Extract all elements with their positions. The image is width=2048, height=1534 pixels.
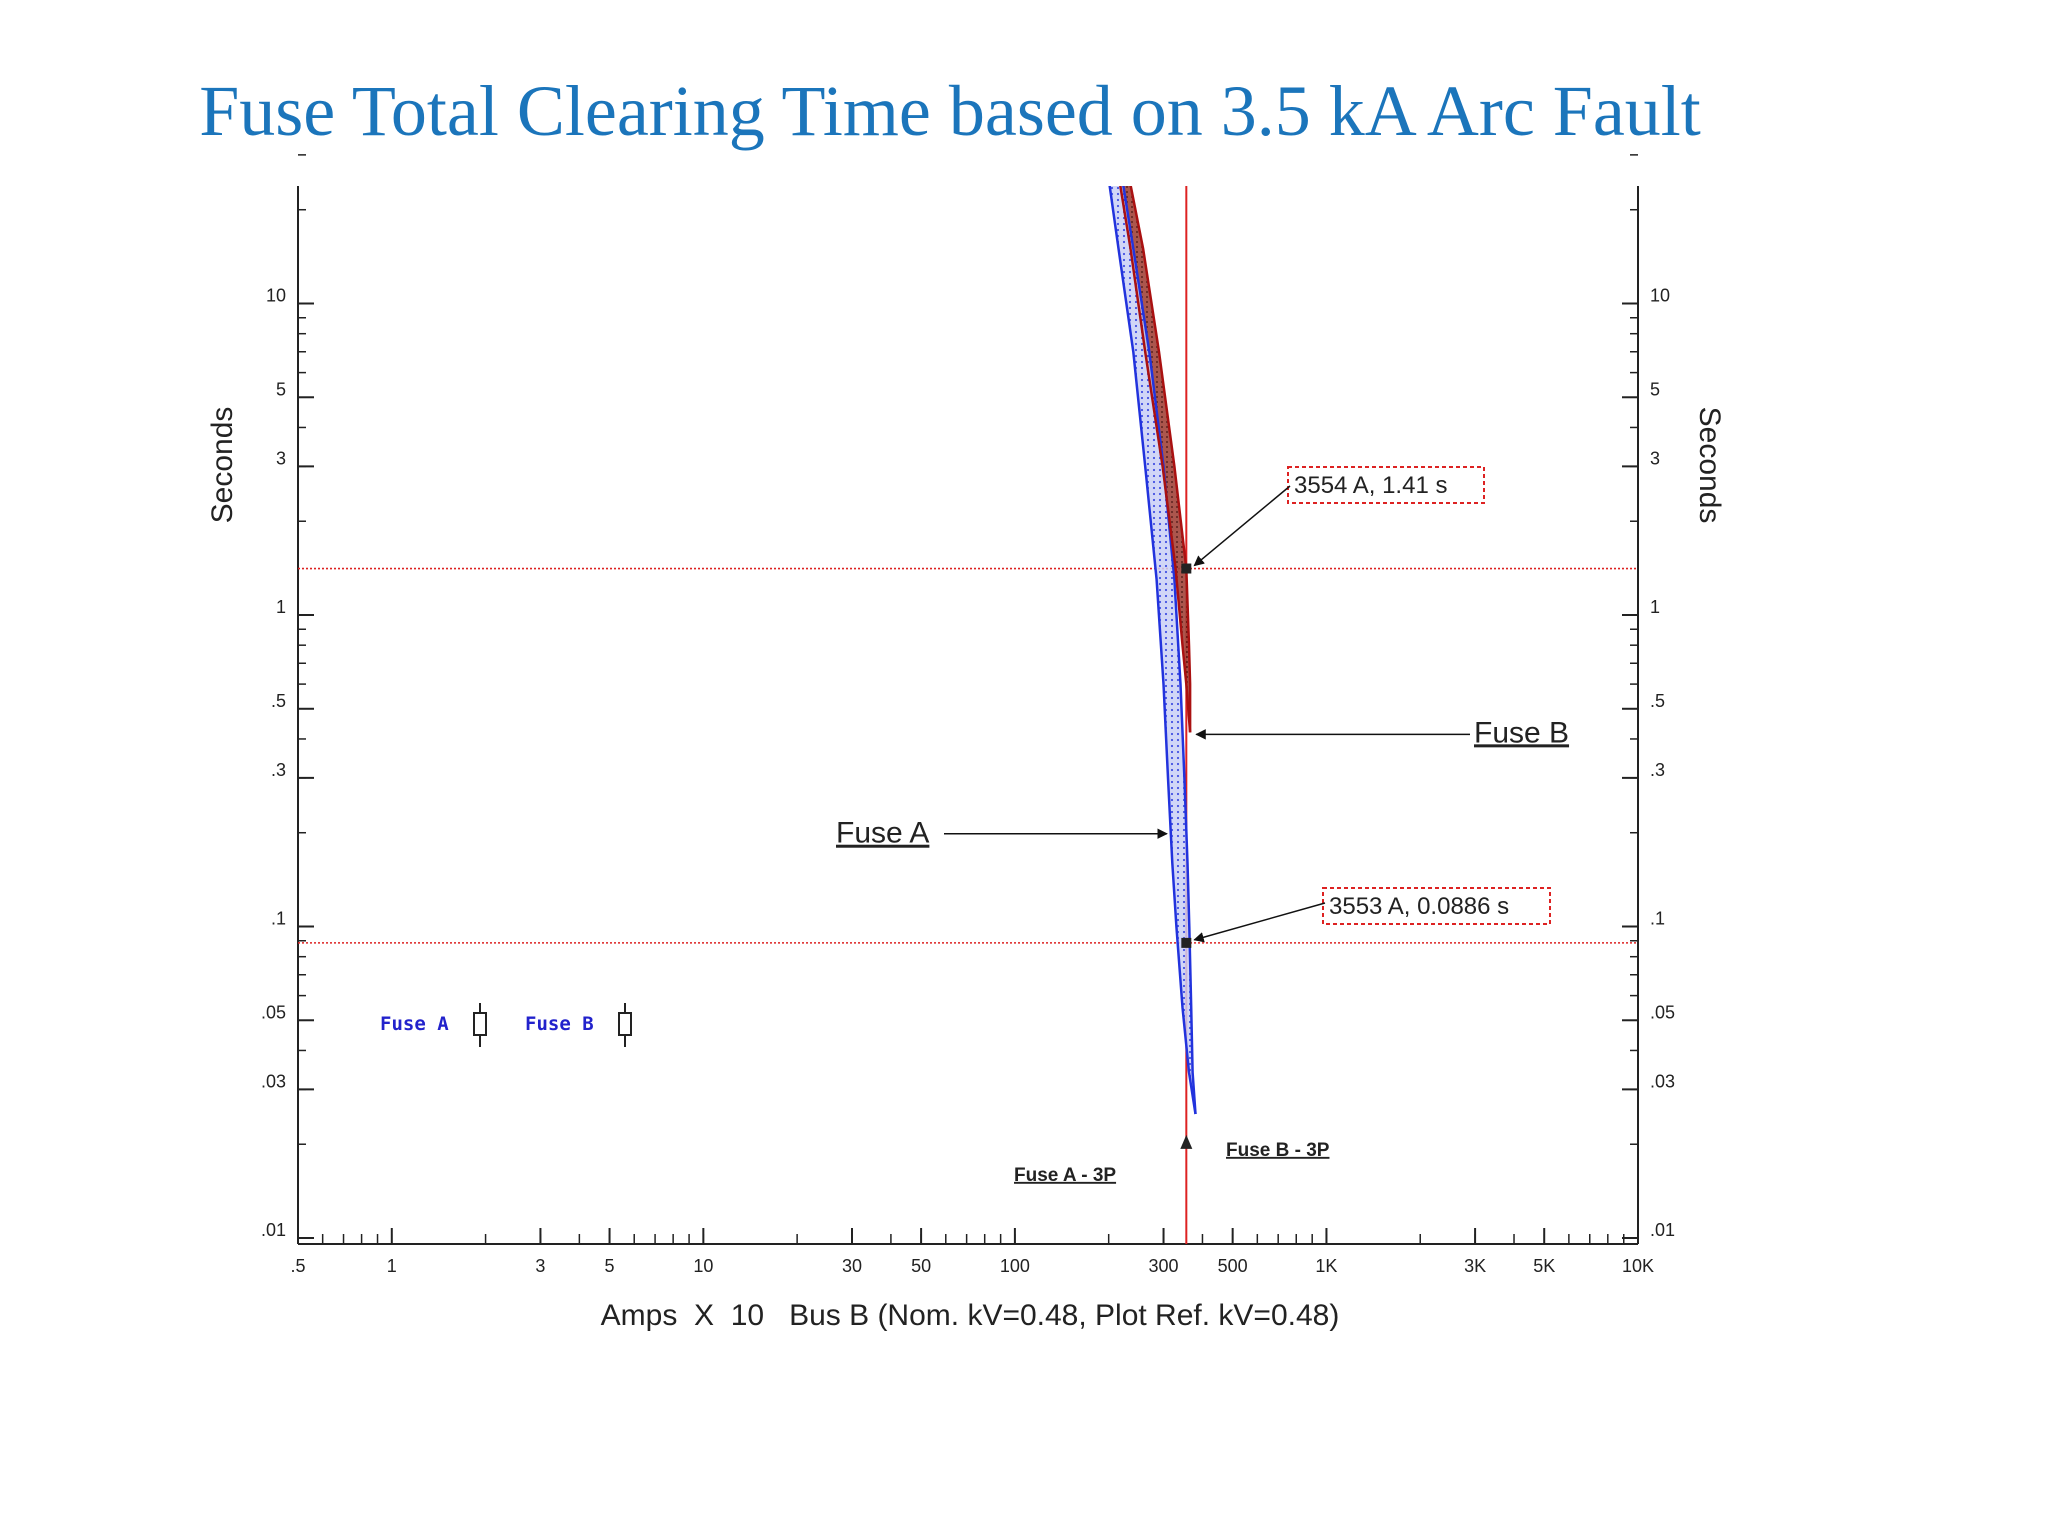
x-tick-label: 5 — [605, 1256, 615, 1276]
x-tick-label: 500 — [1218, 1256, 1248, 1276]
fuse-a-legend-icon — [473, 1003, 487, 1047]
fuse-b-curve-label: Fuse B — [1474, 716, 1569, 749]
callout-arrow — [1193, 902, 1326, 943]
fuse-a-max-curve — [1122, 186, 1197, 1115]
operating-point-marker — [1181, 563, 1192, 574]
y-axis-title-left: Seconds — [206, 407, 239, 524]
callout-box — [1287, 466, 1485, 504]
y-tick-label-right: .05 — [1650, 1002, 1675, 1022]
x-tick-label: 5K — [1533, 1256, 1555, 1276]
x-tick-label: 50 — [911, 1256, 931, 1276]
fuse-b-3p-label: Fuse B - 3P — [1226, 1140, 1330, 1161]
x-tick-label: 3 — [535, 1256, 545, 1276]
y-tick-label-left: .01 — [261, 1220, 286, 1240]
y-tick-label-left: 3 — [276, 448, 286, 468]
x-tick-label: 30 — [842, 1256, 862, 1276]
y-tick-label-left: 10 — [266, 286, 286, 306]
x-tick-label: 1K — [1315, 1256, 1337, 1276]
callout-arrow — [1193, 485, 1291, 567]
y-tick-label-right: .03 — [1650, 1071, 1675, 1091]
y-tick-label-right: 3 — [1650, 448, 1660, 468]
reference-lines — [298, 186, 1638, 1244]
fuse-b-min-curve — [1119, 186, 1192, 733]
slide-title: Fuse Total Clearing Time based on 3.5 kA… — [199, 71, 1701, 151]
y-tick-label-left: 1 — [276, 597, 286, 617]
fuse-b-max-curve — [1129, 186, 1192, 733]
minor-ticks — [297, 154, 1639, 1244]
x-axis-title: Amps X 10 Bus B (Nom. kV=0.48, Plot Ref.… — [601, 1299, 1340, 1332]
callout-label: 3553 A, 0.0886 s — [1329, 893, 1509, 920]
callout-label: 3554 A, 1.41 s — [1294, 472, 1447, 499]
y-tick-label-right: 5 — [1650, 379, 1660, 399]
curves — [1108, 186, 1197, 1115]
x-tick-label: 300 — [1149, 1256, 1179, 1276]
x-tick-label: 100 — [1000, 1256, 1030, 1276]
fuse-a-curve-label: Fuse A — [836, 817, 929, 850]
y-tick-label-left: .3 — [271, 760, 286, 780]
x-tick-label: 10K — [1622, 1256, 1654, 1276]
y-tick-label-right: .5 — [1650, 691, 1665, 711]
legend-item-fuse-a: Fuse A — [380, 1013, 449, 1035]
callout-box — [1322, 887, 1551, 925]
x-tick-label: 1 — [387, 1256, 397, 1276]
y-tick-label-right: .01 — [1650, 1220, 1675, 1240]
y-tick-label-right: 10 — [1650, 286, 1670, 306]
legend-item-fuse-b: Fuse B — [525, 1013, 594, 1035]
y-tick-label-left: .03 — [261, 1071, 286, 1091]
fuse-b-legend-icon — [618, 1003, 632, 1047]
fuse-a-3p-label: Fuse A - 3P — [1014, 1165, 1116, 1186]
y-tick-label-right: .3 — [1650, 760, 1665, 780]
y-tick-label-right: .1 — [1650, 909, 1665, 929]
y-tick-label-left: .1 — [271, 909, 286, 929]
x-tick-label: 3K — [1464, 1256, 1486, 1276]
operating-point-marker — [1181, 937, 1192, 948]
y-tick-label-right: 1 — [1650, 597, 1660, 617]
y-tick-label-left: .05 — [261, 1002, 286, 1022]
legend: Fuse A Fuse B — [380, 1003, 632, 1047]
y-axis-title-right: Seconds — [1693, 407, 1726, 524]
annotations: 3554 A, 1.41 s 3553 A, 0.0886 s Fuse B Fuse… — [836, 466, 1569, 1186]
fuse-a-min-curve — [1108, 186, 1197, 1115]
ticks: .5 1 3 5 10 30 50 100 300 500 1K 3K 5K 10K .01 .01 .03 .0… — [261, 286, 1675, 1277]
plot-area — [297, 186, 1639, 1245]
fault-marker-triangle — [1180, 1134, 1193, 1149]
y-tick-label-left: 5 — [276, 379, 286, 399]
y-tick-label-left: .5 — [271, 691, 286, 711]
x-tick-label: .5 — [290, 1256, 305, 1276]
x-tick-label: 10 — [693, 1256, 713, 1276]
